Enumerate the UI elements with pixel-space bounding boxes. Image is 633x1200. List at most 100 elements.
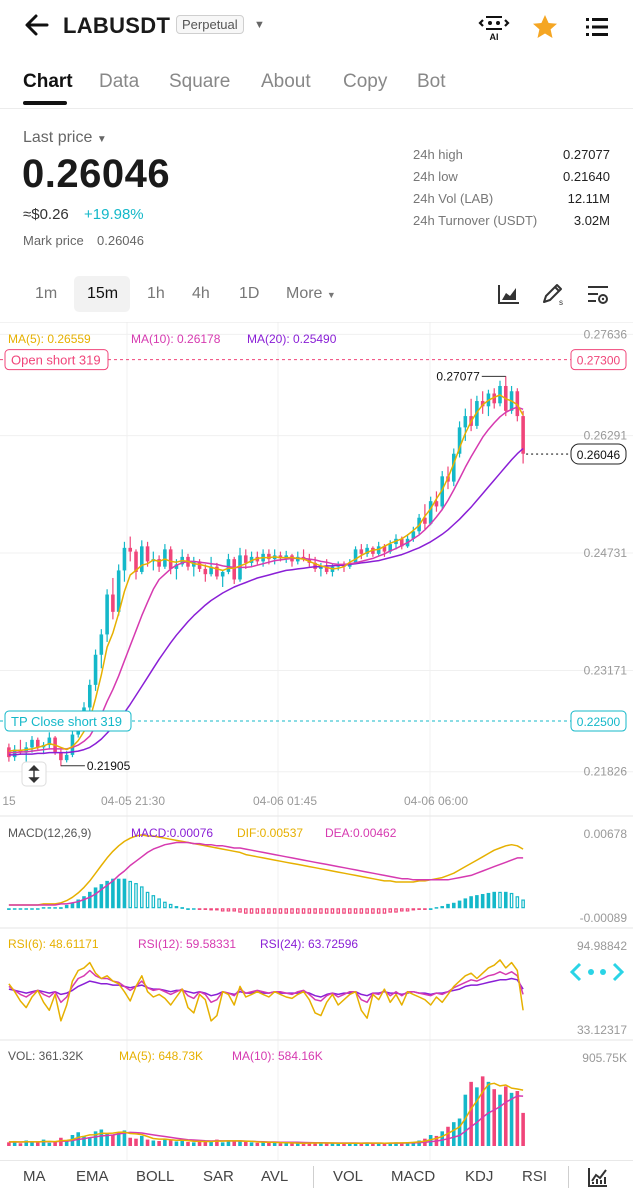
symbol-title[interactable]: LABUSDT <box>63 13 171 38</box>
time-axis-label: 04-06 01:45 <box>253 794 317 808</box>
volume-bar <box>197 1140 202 1146</box>
tab-about[interactable]: About <box>261 71 311 92</box>
macd-histogram-bar <box>226 908 231 912</box>
volume-bar <box>35 1142 40 1146</box>
volume-bar <box>336 1143 341 1146</box>
candle-body <box>463 416 468 428</box>
candle-body <box>521 416 525 454</box>
macd-histogram-bar <box>451 902 456 909</box>
candle-body <box>203 568 208 575</box>
menu-icon[interactable] <box>584 14 610 40</box>
macd-histogram-bar <box>463 898 468 909</box>
macd-histogram-bar <box>371 908 375 914</box>
indicator-rsi[interactable]: RSI <box>522 1168 548 1185</box>
macd-histogram-bar <box>111 878 115 909</box>
volume-bar <box>93 1131 98 1146</box>
volume-bar <box>521 1112 525 1146</box>
price-chart[interactable]: 0.27636 0.26291 0.24731 0.23171 0.21826 MA(5)… <box>0 322 633 1162</box>
indicator-vol[interactable]: VOL <box>333 1168 364 1185</box>
candle-body <box>313 562 317 569</box>
volume-bar <box>463 1094 468 1146</box>
volume-bar <box>24 1140 29 1146</box>
volume-bar <box>105 1133 109 1146</box>
macd-histogram-bar <box>290 908 294 914</box>
indicator-ma[interactable]: MA <box>23 1168 46 1185</box>
indicator-settings-icon[interactable] <box>586 1165 610 1189</box>
candle-body <box>423 517 427 524</box>
interval-4h[interactable]: 4h <box>192 285 210 302</box>
open-short-label: Open short 319 <box>11 353 101 368</box>
rsi24-legend: RSI(24): 63.72596 <box>260 937 358 951</box>
interval-more[interactable]: More ▼ <box>286 285 336 303</box>
tab-copy[interactable]: Copy <box>343 71 388 92</box>
divider <box>313 1166 314 1188</box>
candle-body <box>35 739 40 748</box>
open-short-price: 0.27300 <box>577 354 621 368</box>
drawing-tools-icon[interactable]: s <box>540 282 566 306</box>
indicator-ema[interactable]: EMA <box>76 1168 109 1185</box>
tab-square[interactable]: Square <box>169 71 231 92</box>
tp-close-label: TP Close short 319 <box>11 714 122 729</box>
stat-label: 24h Vol (LAB) <box>413 191 494 206</box>
macd-histogram-bar <box>336 908 341 914</box>
perpetual-badge: Perpetual <box>176 15 244 34</box>
indicator-macd[interactable]: MACD <box>391 1168 436 1185</box>
last-price-value: 0.26046 <box>22 152 171 196</box>
macd-histogram-bar <box>157 898 161 909</box>
volume-bar <box>180 1140 185 1146</box>
rsi-axis-min: 33.12317 <box>577 1023 627 1037</box>
volume-bar <box>486 1081 491 1146</box>
macd-histogram-bar <box>24 908 29 910</box>
candle-body <box>480 401 485 407</box>
macd-histogram-bar <box>255 908 260 914</box>
caret-down-icon[interactable]: ▼ <box>254 19 265 31</box>
volume-bar <box>7 1142 11 1146</box>
resize-icon <box>28 765 40 783</box>
back-arrow-icon[interactable] <box>22 10 52 40</box>
svg-text:s: s <box>559 298 563 306</box>
macd-histogram-bar <box>145 891 150 909</box>
volume-bar <box>157 1140 161 1146</box>
time-axis-label: 04-06 06:00 <box>404 794 468 808</box>
macd-histogram-bar <box>209 908 213 911</box>
indicator-boll[interactable]: BOLL <box>136 1168 175 1185</box>
volume-bar <box>191 1142 196 1146</box>
tab-chart[interactable]: Chart <box>23 71 73 92</box>
vol-ma5-legend: MA(5): 648.73K <box>119 1049 203 1063</box>
chart-type-icon[interactable] <box>496 282 522 306</box>
volume-bar <box>272 1142 277 1146</box>
interval-15m[interactable]: 15m <box>87 285 119 302</box>
macd-histogram-bar <box>295 908 300 914</box>
ma20-line <box>8 447 524 756</box>
open-short-tag <box>4 349 109 371</box>
volume-bar <box>64 1140 69 1146</box>
indicator-kdj[interactable]: KDJ <box>465 1168 494 1185</box>
candle-body <box>128 547 133 552</box>
indicator-sar[interactable]: SAR <box>203 1168 234 1185</box>
stat-value: 0.21640 <box>563 169 610 184</box>
tab-bot[interactable]: Bot <box>417 71 446 92</box>
volume-bar <box>261 1142 265 1146</box>
volume-bar <box>238 1140 242 1146</box>
interval-1h[interactable]: 1h <box>147 285 165 302</box>
low-marker-label: 0.21905 <box>87 759 131 773</box>
macd-histogram-bar <box>139 886 144 909</box>
macd-histogram-bar <box>215 908 219 911</box>
candle-body <box>359 549 364 554</box>
ai-assistant-icon[interactable]: AI <box>478 12 510 42</box>
macd-histogram-bar <box>324 908 329 914</box>
chart-settings-icon[interactable] <box>585 282 611 306</box>
volume-bar <box>151 1140 156 1146</box>
interval-1m[interactable]: 1m <box>35 285 58 302</box>
ma20-legend: MA(20): 0.25490 <box>247 332 337 346</box>
last-price-selector[interactable]: Last price ▼ <box>23 129 107 147</box>
macd-histogram-bar <box>267 908 271 914</box>
indicator-avl[interactable]: AVL <box>261 1168 289 1185</box>
volume-bar <box>428 1135 433 1146</box>
macd-histogram-bar <box>186 908 190 910</box>
tab-data[interactable]: Data <box>99 71 140 92</box>
candle-body <box>105 594 109 635</box>
favorite-star-icon[interactable] <box>530 12 560 42</box>
stat-value: 12.11M <box>567 191 610 206</box>
interval-1d[interactable]: 1D <box>239 285 260 302</box>
